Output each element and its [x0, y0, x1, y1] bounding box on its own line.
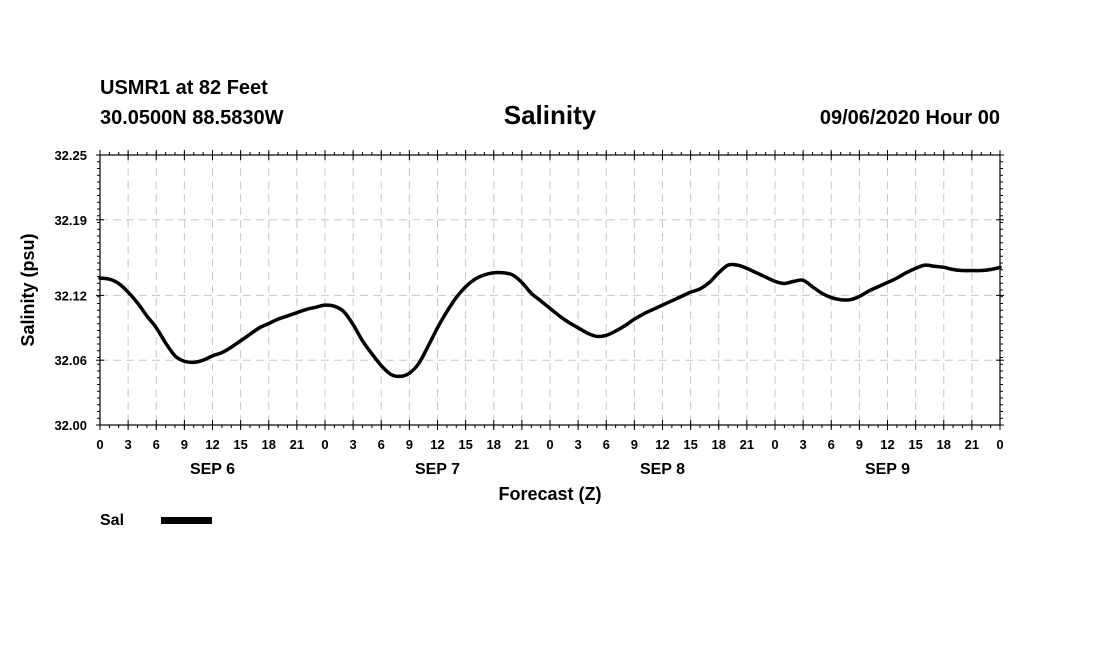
x-tick-label: 18: [487, 437, 501, 452]
plot-frame: [99, 154, 1001, 426]
day-label: SEP 7: [415, 461, 460, 478]
coordinates-label: 30.0500N 88.5830W: [100, 107, 284, 129]
x-tick-label: 0: [96, 437, 103, 452]
y-tick-labels: 32.00 32.06 32.12 32.19 32.25: [54, 148, 87, 433]
x-tick-label: 15: [908, 437, 922, 452]
x-tick-label: 9: [181, 437, 188, 452]
x-tick-label: 9: [406, 437, 413, 452]
x-tick-label: 12: [880, 437, 894, 452]
x-tick-label: 21: [740, 437, 754, 452]
y-tick-label: 32.25: [54, 148, 87, 163]
chart-title: Salinity: [504, 100, 597, 130]
x-tick-label: 0: [321, 437, 328, 452]
x-tick-label: 18: [937, 437, 951, 452]
x-tick-label: 6: [828, 437, 835, 452]
x-tick-label: 15: [458, 437, 472, 452]
x-tick-label: 0: [771, 437, 778, 452]
day-label: SEP 8: [640, 461, 685, 478]
y-axis-label: Salinity (psu): [18, 233, 38, 346]
y-tick-label: 32.00: [54, 418, 87, 433]
day-labels: SEP 6 SEP 7 SEP 8 SEP 9: [190, 461, 910, 478]
y-tick-label: 32.06: [54, 353, 87, 368]
x-tick-label: 12: [205, 437, 219, 452]
x-axis-label: Forecast (Z): [498, 484, 601, 504]
x-tick-label: 0: [996, 437, 1003, 452]
y-tick-label: 32.19: [54, 213, 87, 228]
day-label: SEP 9: [865, 461, 910, 478]
x-tick-label: 9: [856, 437, 863, 452]
legend-swatch: [161, 517, 212, 524]
legend-label: Sal: [100, 512, 124, 529]
x-tick-label: 18: [712, 437, 726, 452]
x-tick-label: 18: [262, 437, 276, 452]
run-time-label: 09/06/2020 Hour 00: [820, 107, 1000, 129]
x-tick-label: 21: [515, 437, 529, 452]
x-tick-labels: 0 3 6 9 12 15 18 21 0 3 6 9 12 15 18 21 0 3 6 9 12 15 18 21 0 3 6 9…: [96, 437, 1003, 452]
x-tick-label: 12: [655, 437, 669, 452]
grid-lines: [100, 155, 1000, 425]
salinity-series-line: [98, 262, 1002, 379]
x-tick-label: 15: [233, 437, 247, 452]
x-tick-label: 6: [603, 437, 610, 452]
x-tick-label: 15: [683, 437, 697, 452]
x-tick-label: 3: [125, 437, 132, 452]
x-tick-label: 3: [350, 437, 357, 452]
x-tick-label: 3: [575, 437, 582, 452]
y-tick-label: 32.12: [54, 288, 87, 303]
x-tick-label: 6: [378, 437, 385, 452]
station-label: USMR1 at 82 Feet: [100, 77, 268, 99]
x-tick-label: 0: [546, 437, 553, 452]
x-tick-label: 3: [800, 437, 807, 452]
x-tick-label: 6: [153, 437, 160, 452]
x-tick-label: 21: [290, 437, 304, 452]
x-tick-label: 21: [965, 437, 979, 452]
x-tick-label: 12: [430, 437, 444, 452]
day-label: SEP 6: [190, 461, 235, 478]
x-tick-label: 9: [631, 437, 638, 452]
